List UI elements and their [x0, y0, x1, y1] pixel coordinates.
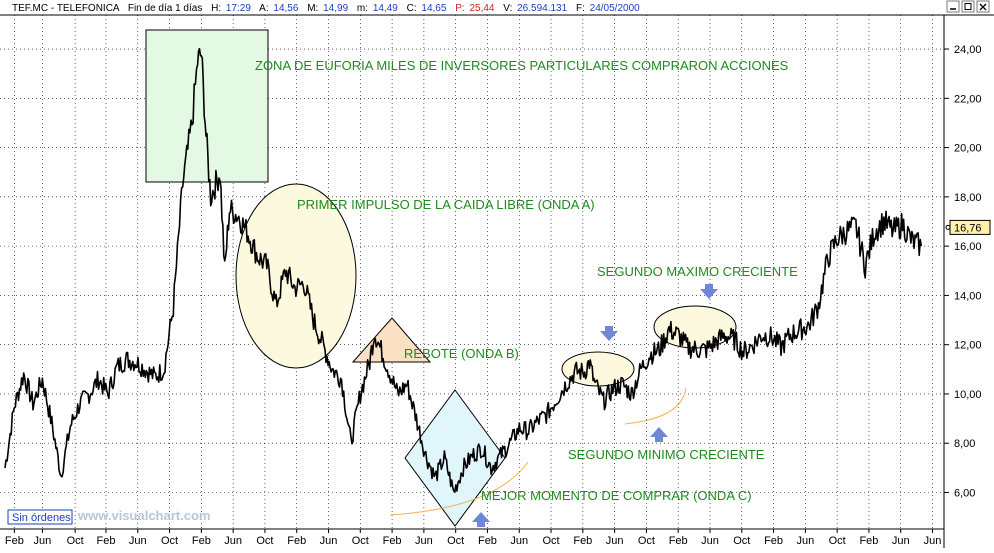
x-tick-label: Feb — [669, 535, 688, 547]
arrow-down-icon — [600, 326, 618, 341]
y-tick-label: 16,00 — [954, 241, 982, 253]
x-tick-label: Feb — [96, 535, 115, 547]
x-tick-label: Feb — [764, 535, 783, 547]
orders-button[interactable]: Sin órdenes — [7, 509, 73, 525]
header-v-label: V: — [503, 3, 512, 14]
second-min-annotation: SEGUNDO MINIMO CRECIENTE — [568, 447, 765, 462]
arrow-up-icon — [650, 427, 668, 442]
second-min-support-curve — [624, 387, 687, 425]
maximize-button[interactable] — [961, 0, 975, 13]
x-tick-label: Jun — [796, 535, 814, 547]
x-tick-label: Oct — [256, 535, 273, 547]
wave-b-annotation: REBOTE (ONDA B) — [404, 346, 519, 361]
x-tick-label: Oct — [447, 535, 464, 547]
wave-c-support-curve — [389, 461, 529, 516]
header-h-value: 17:29 — [226, 3, 251, 14]
header-m-value: 14,99 — [323, 3, 348, 14]
header-p-label: P: — [455, 3, 464, 14]
header-f-label: F: — [576, 3, 585, 14]
y-tick-label: 22,00 — [954, 93, 982, 105]
header-a-label: A: — [259, 3, 268, 14]
euphoria-zone-box — [145, 29, 269, 183]
wave-c-diamond — [404, 389, 506, 527]
x-tick-label: Feb — [192, 535, 211, 547]
y-tick-label: 8,00 — [954, 438, 975, 450]
x-tick-label: Jun — [892, 535, 910, 547]
watermark: www.visualchart.com — [77, 508, 210, 523]
second-max-annotation: SEGUNDO MAXIMO CRECIENTE — [597, 264, 798, 279]
y-tick-label: 14,00 — [954, 290, 982, 302]
y-tick-label: 12,00 — [954, 340, 982, 352]
x-tick-label: Feb — [383, 535, 402, 547]
header-mi-value: 14,49 — [373, 3, 398, 14]
x-axis: Feb Jun Oct Feb Jun Oct Feb Jun Oct Feb Jun Oct Feb J… — [5, 529, 942, 547]
header-c-value: 14,65 — [421, 3, 446, 14]
support-curves — [389, 387, 687, 516]
y-tick-label: 24,00 — [954, 44, 982, 56]
arrow-down-icon — [700, 284, 718, 299]
header-period: Fin de día 1 días — [128, 3, 203, 14]
price-line — [4, 47, 923, 494]
y-axis: 6,00 8,00 10,00 12,00 14,00 16,00 18,00 20,00 22… — [944, 44, 982, 500]
x-tick-label: Oct — [542, 535, 559, 547]
header-p-value: 25,44 — [469, 3, 494, 14]
price-series — [4, 47, 923, 494]
x-tick-label: Oct — [638, 535, 655, 547]
wave-a-annotation: PRIMER IMPULSO DE LA CAIDA LIBRE (ONDA A… — [297, 197, 595, 212]
annotation-texts: ZONA DE EUFORIA MILES DE INVERSORES PART… — [255, 58, 798, 503]
x-tick-label: Jun — [224, 535, 242, 547]
y-tick-label: 20,00 — [954, 143, 982, 155]
header-symbol: TEF.MC - TELEFONICA — [12, 3, 120, 14]
x-tick-label: Feb — [287, 535, 306, 547]
x-tick-label: Jun — [701, 535, 719, 547]
wave-a-ellipse — [235, 183, 357, 369]
arrow-up-icon — [472, 512, 490, 527]
last-price-marker: 16,76 — [945, 219, 991, 235]
close-icon — [979, 3, 987, 11]
header-f-value: 24/05/2000 — [590, 3, 640, 14]
maximize-icon — [964, 3, 972, 10]
x-tick-label: Oct — [67, 535, 84, 547]
last-price-label: 16,76 — [954, 222, 982, 234]
x-tick-label: Oct — [161, 535, 178, 547]
orders-button-label: Sin órdenes — [12, 512, 71, 524]
minimize-button[interactable] — [946, 0, 960, 13]
quote-header: TEF.MC - TELEFONICA Fin de día 1 días H:… — [0, 0, 994, 15]
header-h-label: H: — [211, 3, 221, 14]
x-tick-label: Jun — [606, 535, 624, 547]
header-mi-label: m: — [357, 3, 368, 14]
plot-frame — [0, 14, 994, 548]
x-tick-label: Jun — [320, 535, 338, 547]
x-tick-label: Feb — [573, 535, 592, 547]
x-tick-label: Jun — [34, 535, 52, 547]
header-m-label: M: — [307, 3, 318, 14]
arrows — [472, 284, 718, 527]
x-tick-label: Jun — [129, 535, 147, 547]
euphoria-annotation: ZONA DE EUFORIA MILES DE INVERSORES PART… — [255, 58, 789, 73]
y-tick-label: 6,00 — [954, 488, 975, 500]
wave-c-annotation: MEJOR MOMENTO DE COMPRAR (ONDA C) — [481, 488, 752, 503]
header-v-value: 26.594.131 — [517, 3, 567, 14]
x-tick-label: Jun — [510, 535, 528, 547]
x-tick-label: Feb — [859, 535, 878, 547]
header-c-label: C: — [407, 3, 417, 14]
window-buttons — [946, 0, 990, 13]
x-tick-label: Feb — [5, 535, 24, 547]
svg-text:TEF.MC - TELEFONICA Fin: TEF.MC - TELEFONICA Fin de día 1 días H:… — [12, 3, 640, 14]
x-tick-label: Oct — [352, 535, 369, 547]
x-tick-label: Oct — [829, 535, 846, 547]
x-tick-label: Jun — [415, 535, 433, 547]
x-tick-label: Oct — [733, 535, 750, 547]
y-tick-label: 18,00 — [954, 192, 982, 204]
y-tick-label: 10,00 — [954, 389, 982, 401]
x-tick-label: Jun — [924, 535, 942, 547]
x-tick-label: Feb — [478, 535, 497, 547]
close-button[interactable] — [976, 0, 990, 13]
header-a-value: 14,56 — [273, 3, 298, 14]
